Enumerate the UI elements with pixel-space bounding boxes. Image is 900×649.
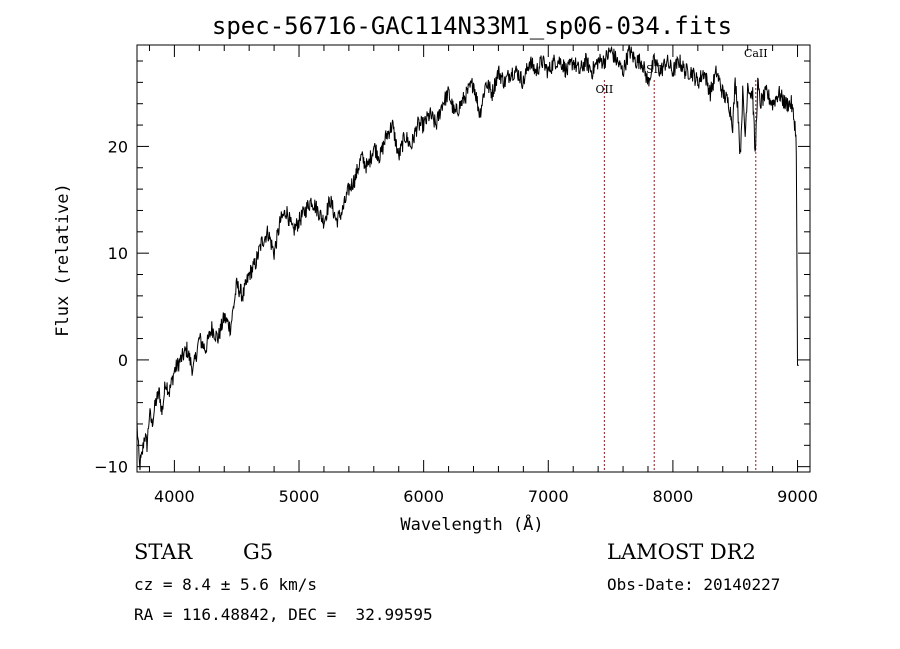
redshift-velocity: cz = 8.4 ± 5.6 km/s bbox=[134, 575, 318, 594]
x-tick-label: 9000 bbox=[777, 487, 818, 506]
y-axis: −10 0 10 20 bbox=[94, 60, 810, 477]
y-tick-label: 20 bbox=[108, 137, 128, 156]
chart-title: spec-56716-GAC114N33M1_sp06-034.fits bbox=[212, 12, 732, 40]
y-tick-label: −10 bbox=[94, 458, 128, 477]
y-tick-label: 10 bbox=[108, 244, 128, 263]
y-tick-label: 0 bbox=[118, 351, 128, 370]
y-axis-label: Flux (relative) bbox=[53, 183, 73, 337]
x-axis-label: Wavelength (Å) bbox=[400, 513, 543, 535]
x-tick-label: 5000 bbox=[279, 487, 320, 506]
ra-dec-coordinates: RA = 116.48842, DEC = 32.99595 bbox=[134, 605, 433, 624]
line-label: CaII bbox=[744, 47, 768, 60]
survey-name: LAMOST DR2 bbox=[607, 540, 756, 564]
x-tick-label: 7000 bbox=[528, 487, 569, 506]
plot-frame bbox=[136, 44, 811, 473]
line-label: OII bbox=[596, 83, 614, 96]
x-tick-label: 8000 bbox=[653, 487, 694, 506]
x-tick-label: 6000 bbox=[403, 487, 444, 506]
object-class: STAR bbox=[134, 540, 193, 564]
observation-date: Obs-Date: 20140227 bbox=[607, 575, 781, 594]
object-subclass: G5 bbox=[243, 540, 274, 564]
x-tick-label: 4000 bbox=[154, 487, 195, 506]
x-axis: 4000 5000 6000 7000 8000 9000 bbox=[148, 45, 818, 506]
spectrum-trace bbox=[136, 44, 799, 471]
